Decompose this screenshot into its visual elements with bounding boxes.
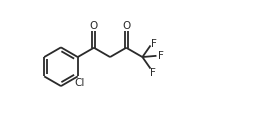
Text: F: F [158,51,164,61]
Text: O: O [90,21,98,31]
Text: F: F [151,39,157,49]
Text: O: O [122,21,130,31]
Text: F: F [150,68,156,78]
Text: Cl: Cl [74,78,85,88]
